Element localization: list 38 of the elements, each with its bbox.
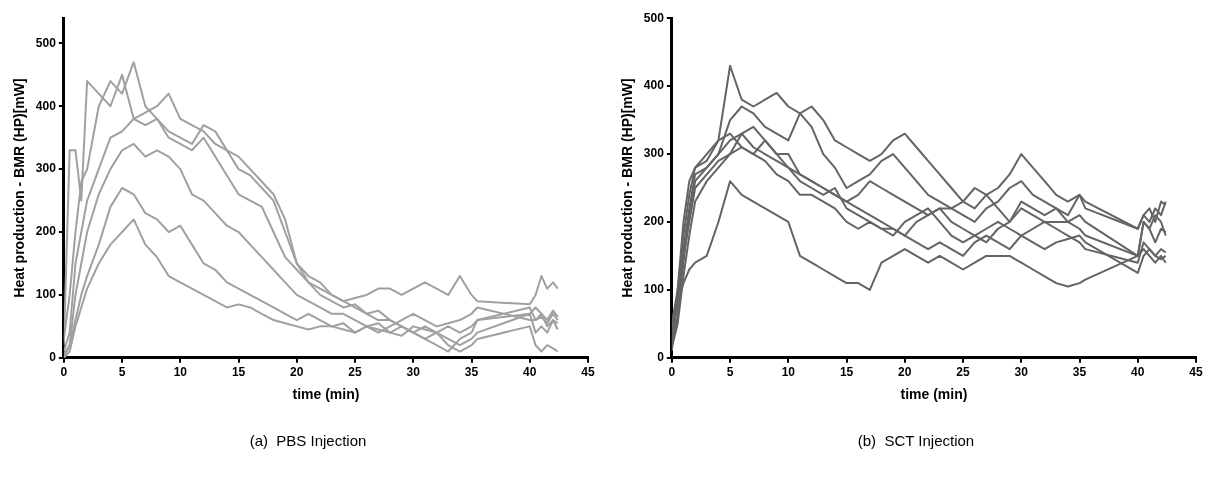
y-axis-title: Heat production - BMR (HP)[mW] [619,78,636,298]
y-tick-label: 100 [643,282,665,297]
x-axis-title: time (min) [292,386,360,403]
text: (a) PBS Injection [248,432,368,449]
y-tick-label: 500 [35,35,57,50]
y-tick-label: 100 [35,287,57,302]
x-tick-label: 25 [956,365,971,380]
x-tick-label: 5 [726,365,734,380]
y-tick-label: 300 [643,146,665,161]
x-tick-label: 10 [173,365,188,380]
x-tick-label: 45 [1189,365,1203,380]
x-tick-label: 5 [118,365,126,380]
x-tick-label: 40 [523,365,537,380]
x-tick-label: 45 [581,365,595,380]
x-tick-label: 30 [406,365,421,380]
y-tick-label: 0 [657,350,665,365]
y-tick-label: 300 [35,161,57,176]
text: (b) SCT Injection [856,432,976,449]
x-tick-label: 0 [668,365,676,380]
y-tick-label: 200 [35,224,57,239]
x-tick-label: 20 [290,365,304,380]
x-tick-label: 30 [1014,365,1029,380]
y-tick-label: 400 [643,78,665,93]
y-axis-title: Heat production - BMR (HP)[mW] [11,78,28,298]
x-tick-label: 20 [898,365,912,380]
x-tick-label: 40 [1131,365,1145,380]
y-tick-label: 500 [643,10,665,25]
x-axis-title: time (min) [900,386,968,403]
x-tick-label: 15 [231,365,246,380]
y-tick-label: 0 [49,350,57,365]
x-tick-label: 15 [839,365,854,380]
x-tick-label: 0 [60,365,68,380]
y-tick-label: 400 [35,98,57,113]
x-tick-label: 35 [464,365,479,380]
x-tick-label: 25 [348,365,363,380]
y-tick-label: 200 [643,214,665,229]
x-tick-label: 35 [1072,365,1087,380]
x-tick-label: 10 [781,365,796,380]
